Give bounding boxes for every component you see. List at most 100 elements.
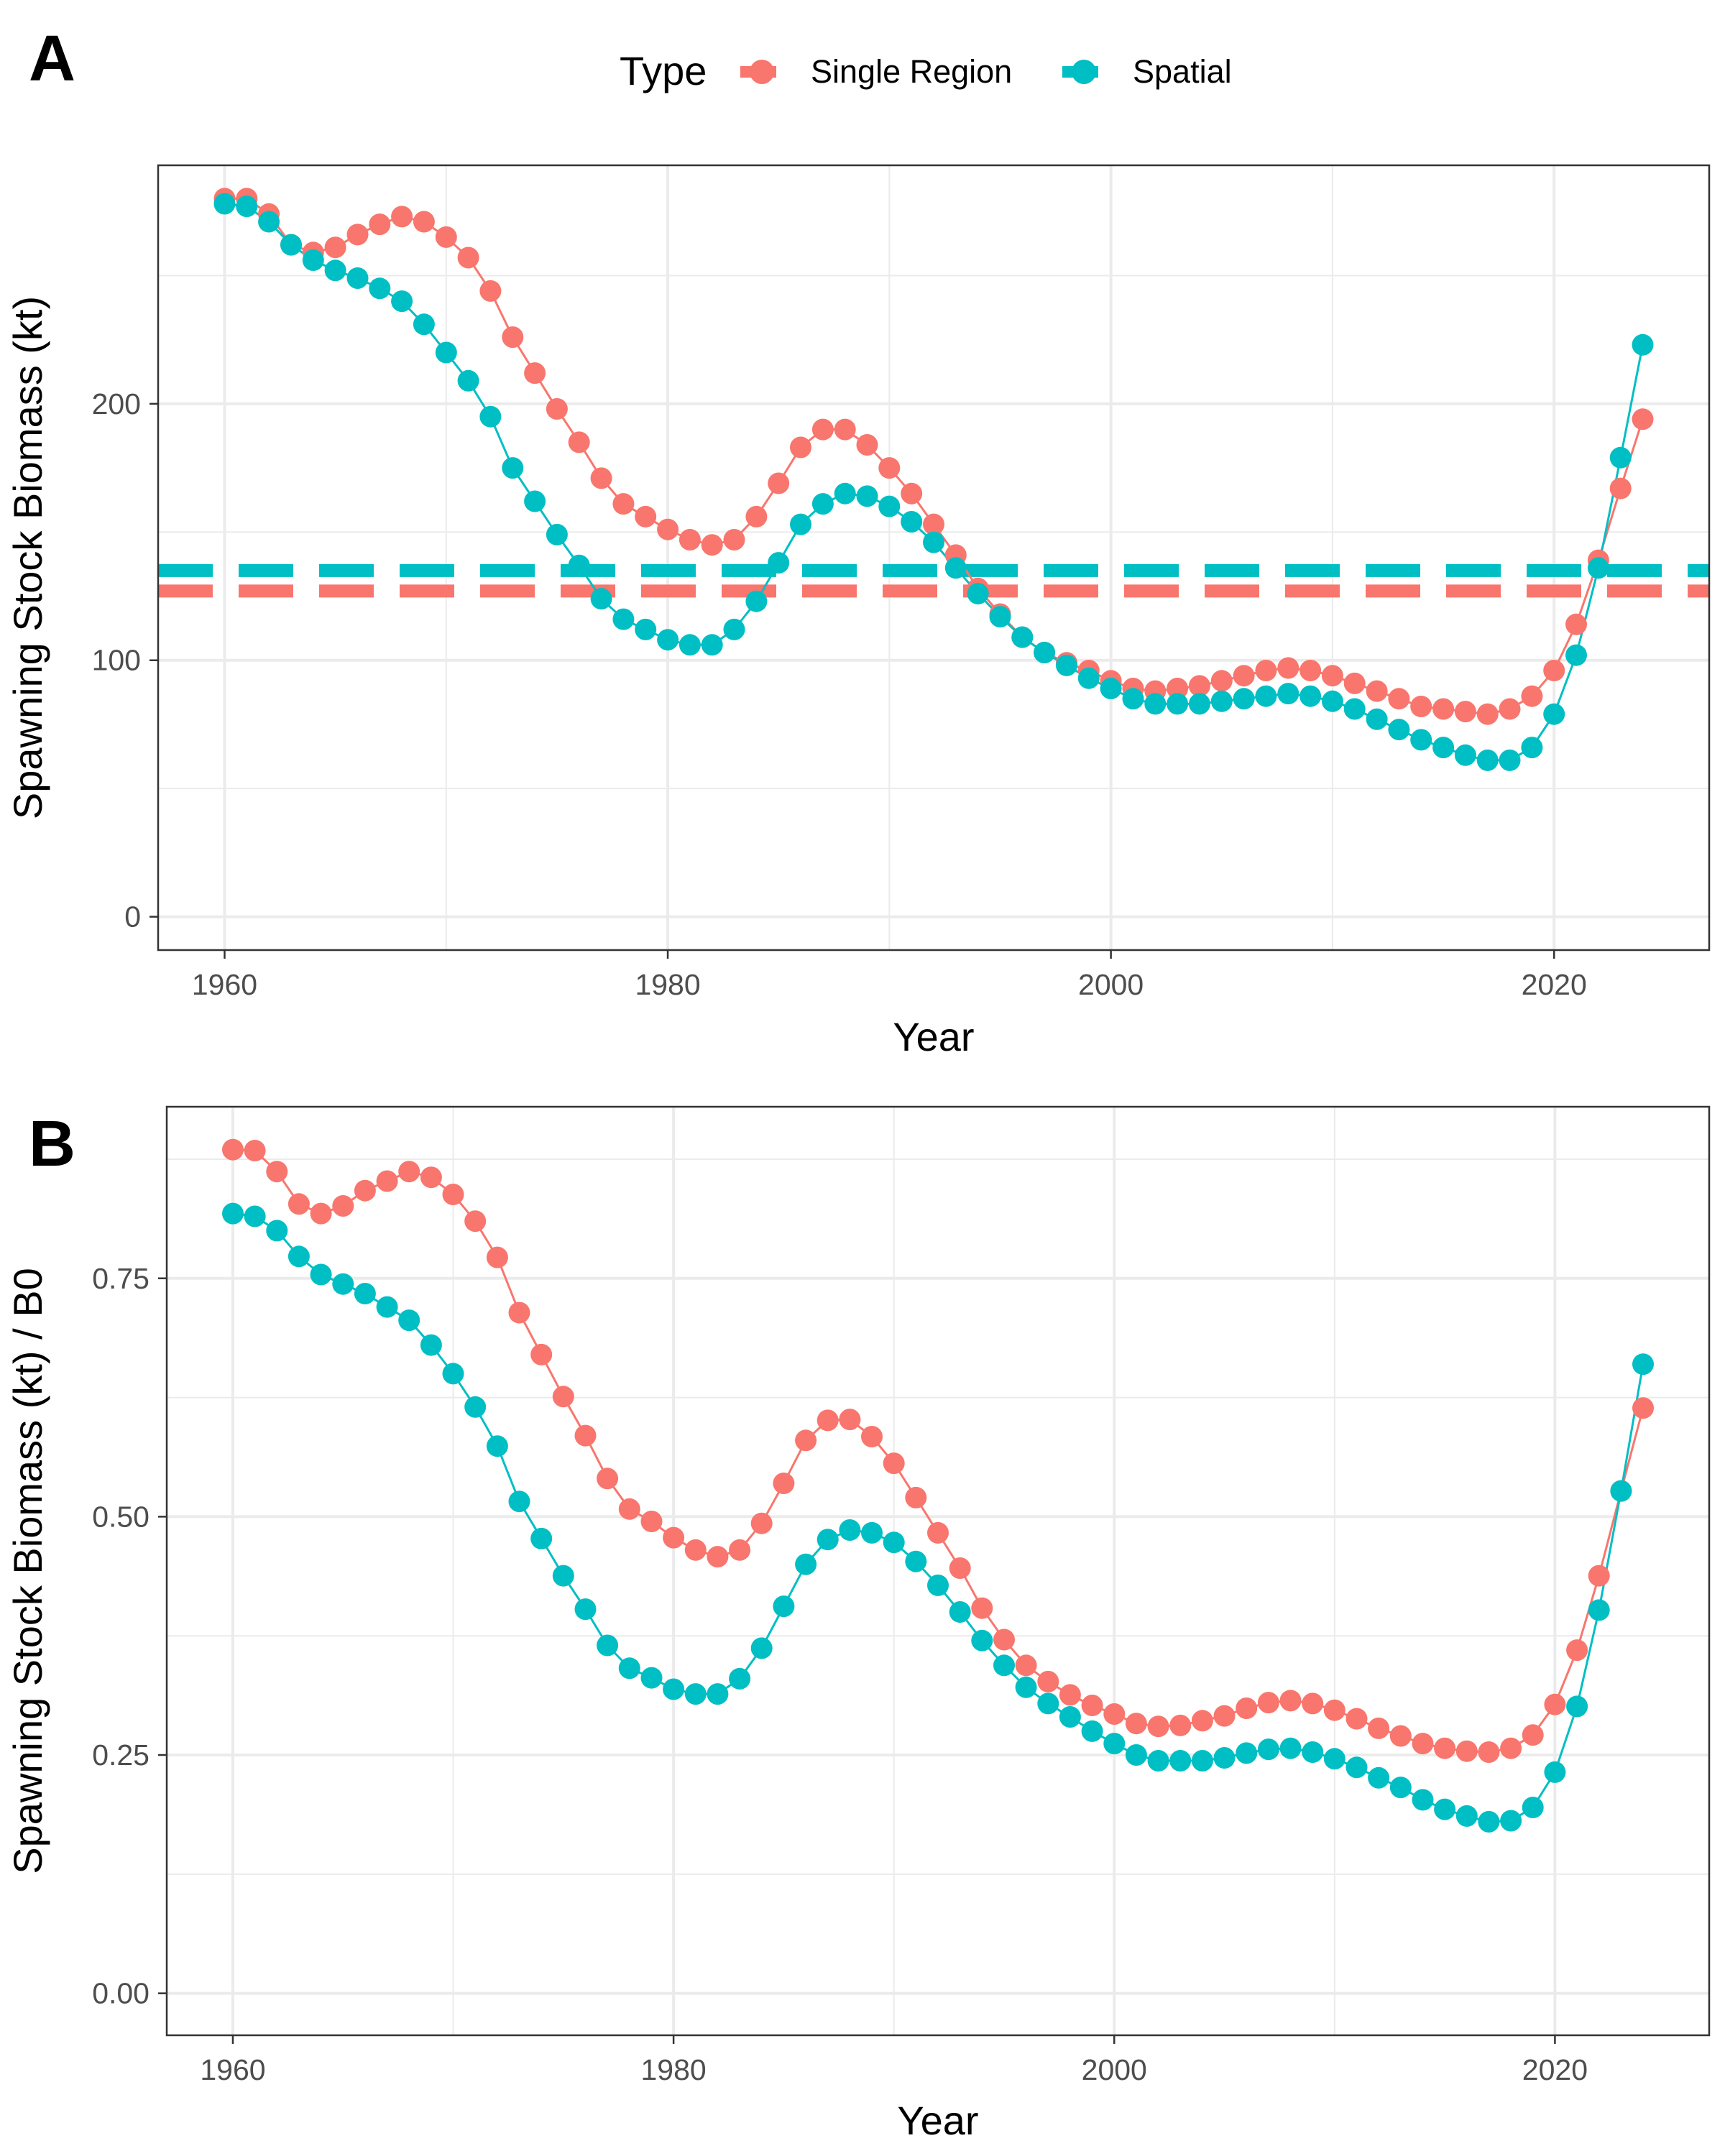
plot-background (158, 165, 1709, 950)
data-point-spatial (486, 1435, 508, 1457)
data-point-spatial (1388, 719, 1410, 741)
data-point-single-region (1544, 1693, 1566, 1715)
data-point-spatial (288, 1245, 310, 1268)
data-point-spatial (773, 1595, 795, 1618)
x-axis-title: Year (893, 1014, 974, 1059)
y-tick-label: 0.25 (92, 1738, 150, 1772)
data-point-spatial (618, 1657, 640, 1680)
x-tick-label: 2020 (1522, 2053, 1588, 2086)
data-point-spatial (258, 211, 280, 233)
data-point-spatial (502, 457, 524, 479)
data-point-spatial (508, 1491, 530, 1513)
data-point-spatial (1059, 1706, 1081, 1728)
data-point-spatial (1346, 1756, 1368, 1779)
data-point-spatial (1056, 654, 1077, 676)
data-point-spatial (435, 341, 457, 364)
data-point-single-region (1103, 1703, 1126, 1725)
data-point-spatial (1476, 749, 1499, 771)
data-point-single-region (1191, 1710, 1213, 1732)
data-point-single-region (1521, 685, 1543, 707)
y-tick-label: 100 (92, 644, 141, 677)
data-point-single-region (1300, 660, 1322, 681)
data-point-single-region (1522, 1724, 1544, 1746)
data-point-single-region (790, 436, 811, 459)
data-point-spatial (612, 608, 635, 630)
data-point-spatial (707, 1683, 729, 1705)
data-point-single-region (1081, 1695, 1103, 1716)
data-point-single-region (1455, 1740, 1478, 1762)
data-point-single-region (1410, 696, 1432, 717)
data-point-single-region (464, 1210, 487, 1233)
data-point-single-region (479, 280, 502, 302)
data-point-single-region (901, 482, 923, 505)
data-point-spatial (1233, 688, 1255, 710)
data-point-spatial (369, 277, 391, 300)
data-point-spatial (1544, 1761, 1566, 1783)
x-tick-label: 1960 (192, 968, 257, 1001)
data-point-single-region (413, 211, 435, 233)
data-point-spatial (1434, 1798, 1456, 1820)
data-point-spatial (839, 1519, 861, 1541)
data-point-spatial (324, 259, 346, 282)
data-point-single-region (1037, 1670, 1059, 1692)
x-tick-label: 2020 (1522, 968, 1587, 1001)
data-point-spatial (590, 588, 612, 610)
data-point-single-region (1432, 698, 1455, 720)
data-point-spatial (354, 1283, 376, 1304)
data-point-spatial (302, 249, 324, 271)
data-point-single-region (1389, 1725, 1412, 1747)
data-point-single-region (1015, 1654, 1037, 1677)
data-point-spatial (346, 267, 369, 289)
data-point-spatial (1454, 744, 1476, 766)
data-point-single-region (524, 362, 546, 384)
data-point-spatial (1081, 1720, 1103, 1742)
data-point-single-region (678, 529, 701, 550)
data-point-single-region (1478, 1741, 1500, 1763)
data-point-single-region (442, 1184, 464, 1205)
data-point-spatial (927, 1574, 949, 1596)
data-point-single-region (905, 1486, 927, 1508)
data-point-single-region (1277, 657, 1300, 679)
data-point-spatial (750, 1637, 773, 1659)
data-point-spatial (552, 1565, 574, 1587)
data-point-spatial (332, 1273, 354, 1295)
y-tick-label: 0.75 (92, 1262, 150, 1295)
data-point-single-region (530, 1343, 553, 1365)
data-point-spatial (1257, 1738, 1279, 1761)
data-point-single-region (1255, 660, 1277, 681)
data-point-spatial (745, 590, 768, 612)
data-point-single-region (663, 1526, 685, 1549)
data-point-spatial (244, 1205, 266, 1227)
panel-b-tag: B (29, 1108, 75, 1180)
data-point-spatial (398, 1309, 420, 1332)
data-point-spatial (678, 634, 701, 656)
data-point-single-region (707, 1546, 729, 1568)
data-point-single-region (266, 1161, 288, 1183)
data-point-spatial (861, 1521, 883, 1544)
data-point-single-region (811, 418, 834, 441)
data-point-single-region (618, 1498, 640, 1520)
data-point-single-region (1412, 1733, 1434, 1755)
data-point-spatial (663, 1678, 685, 1700)
data-point-single-region (773, 1473, 795, 1494)
data-point-spatial (1011, 626, 1034, 648)
data-point-spatial (1543, 703, 1565, 725)
data-point-single-region (1454, 701, 1476, 723)
data-point-single-region (1543, 660, 1565, 681)
data-point-spatial (790, 513, 811, 535)
data-point-single-region (391, 206, 413, 228)
data-point-single-region (574, 1424, 597, 1447)
data-point-single-region (1257, 1692, 1279, 1714)
data-point-spatial (1522, 1797, 1544, 1818)
x-tick-label: 1960 (200, 2053, 265, 2086)
data-point-single-region (927, 1521, 949, 1544)
data-point-single-region (552, 1386, 574, 1408)
data-point-single-region (1632, 408, 1654, 430)
data-point-single-region (244, 1140, 266, 1161)
data-point-spatial (1144, 693, 1167, 715)
data-point-spatial (723, 618, 745, 640)
data-point-spatial (1077, 667, 1100, 689)
data-point-spatial (1034, 642, 1056, 663)
data-point-single-region (288, 1193, 310, 1215)
data-point-spatial (1478, 1810, 1500, 1833)
